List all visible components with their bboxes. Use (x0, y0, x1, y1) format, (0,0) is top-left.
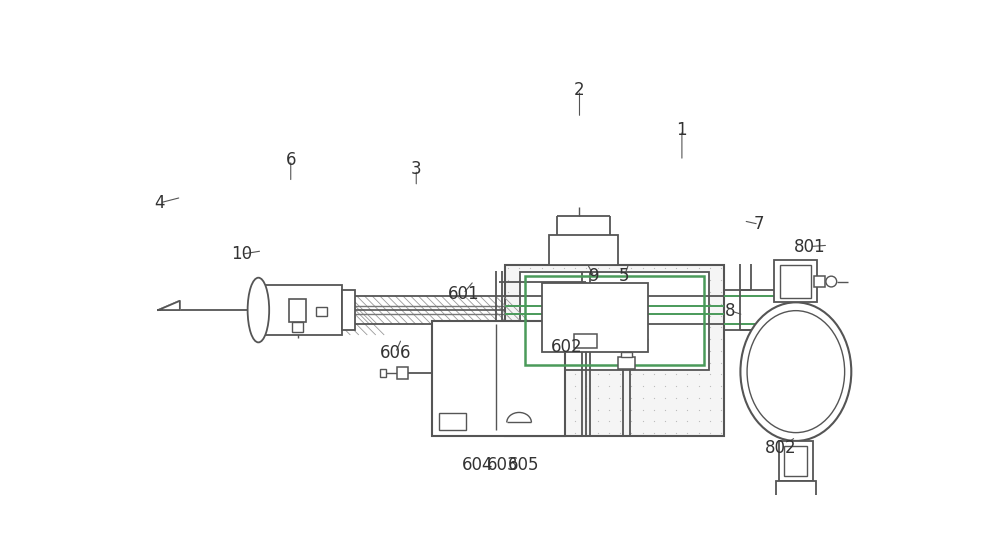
Bar (574, 334, 597, 348)
Bar (814, 276, 825, 287)
Bar (439, 413, 466, 430)
Text: 5: 5 (619, 267, 629, 285)
Text: 2: 2 (574, 81, 585, 100)
Bar (525, 276, 704, 365)
Bar (258, 285, 342, 335)
Text: 4: 4 (155, 194, 165, 212)
Polygon shape (158, 301, 180, 310)
Bar (316, 307, 327, 316)
Ellipse shape (248, 277, 269, 342)
Bar (432, 321, 565, 436)
Ellipse shape (740, 302, 851, 441)
Bar (780, 265, 811, 297)
Bar (289, 299, 306, 322)
Text: 1: 1 (677, 121, 687, 139)
Text: 605: 605 (508, 456, 539, 474)
Text: 10: 10 (231, 245, 252, 263)
Text: 9: 9 (589, 267, 599, 285)
Text: 6: 6 (285, 151, 296, 169)
Text: 606: 606 (380, 344, 411, 362)
Text: 3: 3 (411, 161, 422, 178)
Bar (542, 283, 648, 353)
Bar (505, 265, 724, 436)
Bar (397, 366, 408, 379)
Text: 602: 602 (551, 338, 582, 356)
Text: 604: 604 (462, 456, 494, 474)
Bar (618, 357, 635, 369)
Bar (776, 481, 816, 498)
Circle shape (826, 276, 837, 287)
Bar (774, 260, 817, 302)
Bar (292, 322, 303, 331)
Text: 802: 802 (765, 439, 796, 456)
Bar (342, 290, 355, 330)
Text: 8: 8 (725, 302, 736, 320)
Text: 7: 7 (754, 215, 764, 234)
Bar (520, 271, 709, 370)
Text: 601: 601 (447, 285, 479, 302)
Text: 603: 603 (487, 456, 518, 474)
Bar (549, 235, 618, 265)
Bar (784, 445, 807, 476)
Bar (380, 369, 386, 376)
Bar (779, 441, 813, 481)
Bar (621, 353, 632, 357)
Text: 801: 801 (794, 237, 826, 256)
